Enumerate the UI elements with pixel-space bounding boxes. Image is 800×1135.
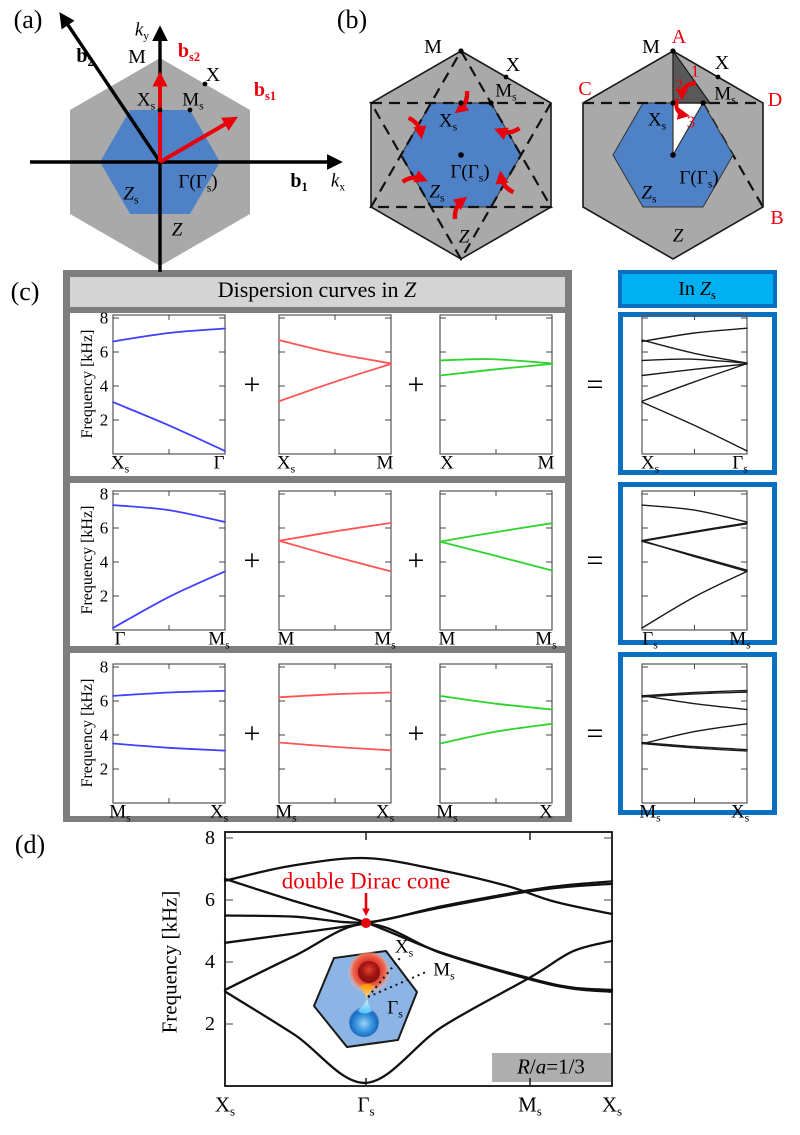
row-separator [70, 476, 565, 483]
left-m-dot [458, 48, 464, 54]
ms-point-dot [187, 107, 193, 113]
dispersion-curve-row3-green [439, 722, 553, 745]
dispersion-curve-row2-folded [641, 523, 748, 542]
plot-frame [112, 314, 226, 455]
folded-zone-header-box [618, 270, 777, 308]
dispersion-curve-row1-folded [641, 327, 748, 343]
right-xs-dot [670, 100, 676, 106]
right-x-dot [715, 74, 721, 80]
dispersion-curve-row3-folded [641, 723, 748, 745]
b2-vector-arrow [59, 12, 162, 163]
inset-red-lobe-core [358, 961, 380, 983]
dispersion-curve-row2-blue [112, 504, 226, 523]
dispersion-curve-row2-folded [641, 504, 748, 523]
inset-blue-lobe [349, 1007, 379, 1037]
folded-band-curve [223, 882, 614, 944]
dispersion-curve-row2-green [439, 540, 553, 572]
dispersion-curve-row3-blue [112, 742, 226, 752]
radius-ratio-box [492, 1053, 611, 1082]
dispersion-curve-row1-green [439, 363, 553, 377]
fold-arrows [401, 90, 521, 220]
dispersion-curve-row2-folded [641, 522, 748, 542]
dispersion-curve-row1-folded [641, 358, 748, 364]
dispersion-curve-row1-folded [641, 363, 748, 377]
row-separator [70, 646, 565, 653]
dispersion-curve-row3-red [278, 741, 392, 752]
dispersion-curve-row3-blue [112, 689, 226, 697]
dispersion-curve-row3-folded [641, 689, 748, 697]
plot-frame [641, 314, 748, 455]
plot-frame [224, 831, 613, 1087]
plot-frame [112, 490, 226, 631]
dispersion-curve-row1-folded [641, 401, 748, 452]
left-ms-dot [488, 100, 494, 106]
dirac-point-dot [361, 918, 371, 928]
left-gamma-dot [458, 152, 464, 158]
dispersion-curve-row1-red [278, 339, 392, 365]
plot-frame [439, 663, 553, 804]
right-a-dot [670, 48, 676, 54]
inset-hexagon [312, 949, 419, 1049]
inset-cool-tip [358, 999, 372, 1014]
right-gamma-dot [670, 152, 676, 158]
dispersion-grid-box [63, 270, 572, 822]
plot-frame [641, 663, 748, 804]
dispersion-curve-row3-folded [641, 691, 748, 698]
inset-ms-dotted-line [367, 971, 427, 998]
dispersion-curve-row2-blue [112, 570, 226, 629]
mode-profile-inset [312, 949, 427, 1049]
left-x-dot [503, 74, 509, 80]
plot-frame [278, 314, 392, 455]
panel-a-brillouin-zones [30, 12, 343, 272]
plot-frame [439, 314, 553, 455]
dispersion-curve-row3-folded [641, 741, 748, 751]
folded-band-curve [223, 939, 614, 1085]
folded-band-curve [223, 856, 614, 916]
dispersion-curve-row1-red [278, 363, 392, 403]
dispersion-curve-row3-green [439, 695, 553, 711]
dispersion-curve-row1-folded [641, 339, 748, 364]
dispersion-curve-row3-red [278, 691, 392, 699]
dispersion-curve-row1-green [439, 358, 553, 365]
dispersion-curve-row2-green [439, 522, 553, 543]
folded-band-curve [223, 922, 614, 993]
plot-frame [439, 490, 553, 631]
dispersion-plots [112, 314, 748, 1087]
panel-b-folding-diagram [369, 48, 764, 262]
dispersion-row-2 [70, 483, 565, 646]
bs1-vector-arrow [158, 116, 238, 164]
right-ms-dot [700, 100, 706, 106]
dispersion-curve-row1-blue [112, 327, 226, 343]
dispersion-curve-row1-folded [641, 362, 748, 402]
plot-frame [278, 663, 392, 804]
folded-result-box-2 [618, 482, 777, 645]
dispersion-curve-row2-folded [641, 570, 748, 629]
fold-sequence-arrows [674, 81, 697, 120]
plot-frame [278, 490, 392, 631]
dispersion-curve-row3-folded [641, 694, 748, 711]
dispersion-curve-row1-blue [112, 401, 226, 452]
dispersion-row-1 [70, 313, 565, 476]
dispersion-curve-row2-red [278, 522, 392, 542]
x-point-dot [202, 81, 208, 87]
left-xs-dot [458, 100, 464, 106]
inset-xs-dotted-line [367, 957, 401, 998]
dirac-cone-annotation-arrow [361, 893, 371, 928]
dispersion-curve-row3-folded [641, 742, 748, 752]
plot-frame [641, 490, 748, 631]
xs-point-dot [157, 107, 163, 113]
plot-frame [112, 663, 226, 804]
inset-warm-tip [359, 984, 375, 999]
dispersion-curve-row2-red [278, 539, 392, 573]
dispersion-curve-row2-folded [641, 540, 748, 571]
folded-result-box-3 [618, 652, 777, 815]
folded-band-curve [223, 880, 614, 924]
dispersion-header-bar [70, 277, 565, 313]
